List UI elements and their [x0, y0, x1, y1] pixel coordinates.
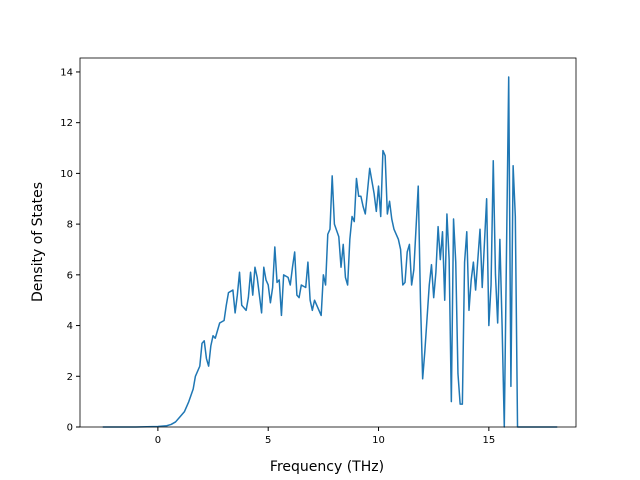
y-tick-label: 12	[60, 118, 73, 129]
x-tick-label: 10	[372, 435, 385, 446]
y-axis-label: Density of States	[30, 182, 46, 302]
y-tick-label: 4	[67, 321, 73, 332]
y-tick-label: 0	[67, 423, 73, 434]
x-tick-label: 5	[265, 435, 271, 446]
y-tick-label: 2	[67, 372, 73, 383]
y-tick-label: 6	[67, 270, 73, 281]
y-tick-label: 8	[67, 220, 73, 231]
line-series	[102, 76, 558, 428]
y-tick-label: 14	[60, 67, 73, 78]
x-tick-label: 15	[482, 435, 495, 446]
y-tick-label: 10	[60, 169, 73, 180]
x-tick-label: 0	[155, 435, 161, 446]
x-axis-label: Frequency (THz)	[270, 459, 384, 475]
axes-frame	[79, 57, 577, 428]
